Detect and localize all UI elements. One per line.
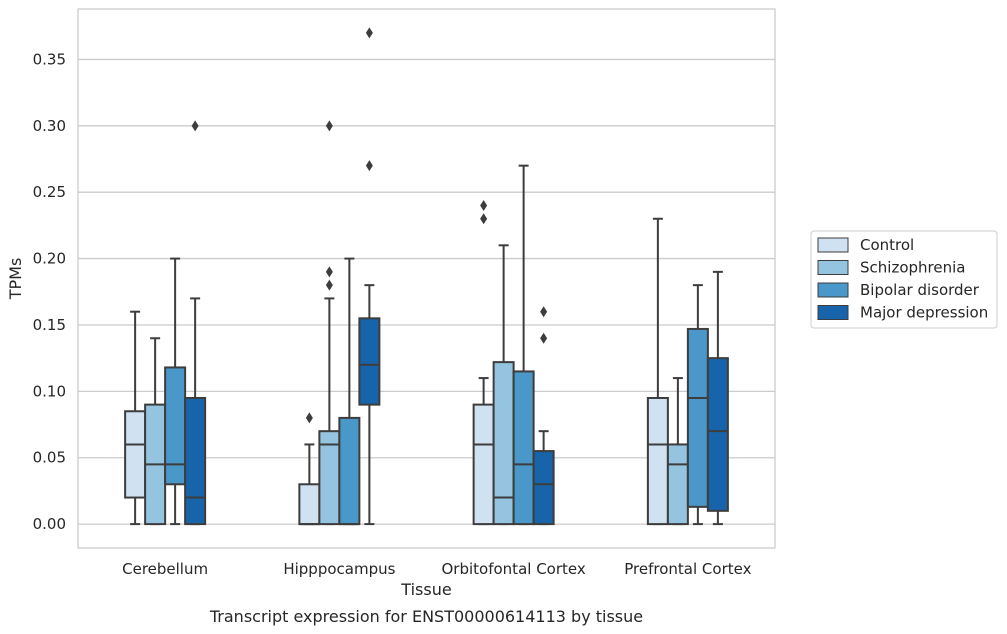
legend-swatch [817, 260, 849, 275]
box-schizophrenia [144, 337, 167, 526]
box-body [472, 403, 495, 526]
box-body [164, 366, 187, 486]
outlier-point [325, 279, 333, 291]
legend-label: Control [860, 236, 914, 254]
outlier-point [191, 120, 199, 132]
boxes-layer [124, 27, 729, 526]
chart-caption: Transcript expression for ENST0000061411… [209, 607, 643, 626]
outlier-point [540, 332, 548, 344]
x-tick-label: Orbitofontal Cortex [442, 560, 586, 578]
box-major-depression [184, 120, 207, 526]
box-major-depression [706, 270, 729, 526]
outlier-point [365, 27, 373, 39]
outlier-point [480, 199, 488, 211]
y-tick-label: 0.25 [33, 183, 66, 201]
y-tick-label: 0.30 [33, 117, 66, 135]
outlier-point [365, 160, 373, 172]
box-major-depression [358, 27, 381, 526]
box-body [358, 317, 381, 406]
legend-swatch [817, 237, 849, 253]
box-bipolar-disorder [512, 164, 535, 526]
outlier-point [325, 266, 333, 278]
x-axis-title: Tissue [400, 580, 451, 599]
x-axis-ticks: Cerebellum Hipppocampus Orbitofontal Corte… [122, 560, 751, 578]
x-tick-label: Hipppocampus [283, 560, 395, 578]
y-tick-label: 0.00 [33, 515, 66, 533]
box-body [298, 483, 321, 526]
box-control [124, 310, 147, 526]
box-bipolar-disorder [338, 257, 361, 526]
y-tick-label: 0.15 [33, 316, 66, 334]
y-axis-ticks: 0.00 0.05 0.10 0.15 0.20 0.25 0.30 0.35 [33, 50, 66, 533]
legend-label: Major depression [860, 304, 988, 322]
y-tick-label: 0.20 [33, 250, 66, 268]
outlier-point [480, 213, 488, 225]
box-control [472, 199, 495, 526]
outlier-point [540, 306, 548, 318]
box-body [124, 410, 147, 499]
plot-area-frame [77, 8, 776, 549]
y-axis-title: TPMs [6, 258, 25, 301]
y-tick-label: 0.35 [33, 50, 66, 68]
box-body [686, 327, 709, 508]
box-body [184, 396, 207, 526]
y-tick-label: 0.10 [33, 382, 66, 400]
legend-swatch [817, 305, 849, 320]
box-schizophrenia [318, 120, 341, 526]
legend-label: Bipolar disorder [860, 281, 980, 299]
box-body [666, 443, 689, 526]
legend-swatch [817, 282, 849, 298]
box-body [532, 450, 555, 526]
outlier-point [325, 120, 333, 132]
box-body [338, 416, 361, 526]
box-body [492, 361, 515, 526]
box-control [298, 412, 321, 526]
box-major-depression [532, 306, 555, 526]
box-bipolar-disorder [686, 284, 709, 526]
box-body [512, 370, 535, 526]
box-body [706, 357, 729, 512]
y-tick-label: 0.05 [33, 449, 66, 467]
box-body [646, 396, 669, 526]
legend-label: Schizophrenia [860, 259, 965, 277]
legend-frame [810, 230, 998, 329]
outlier-point [305, 412, 313, 424]
legend: Control Schizophrenia Bipolar disorder Majo… [810, 230, 998, 329]
x-tick-label: Cerebellum [122, 560, 208, 578]
x-tick-label: Prefrontal Cortex [624, 560, 751, 578]
